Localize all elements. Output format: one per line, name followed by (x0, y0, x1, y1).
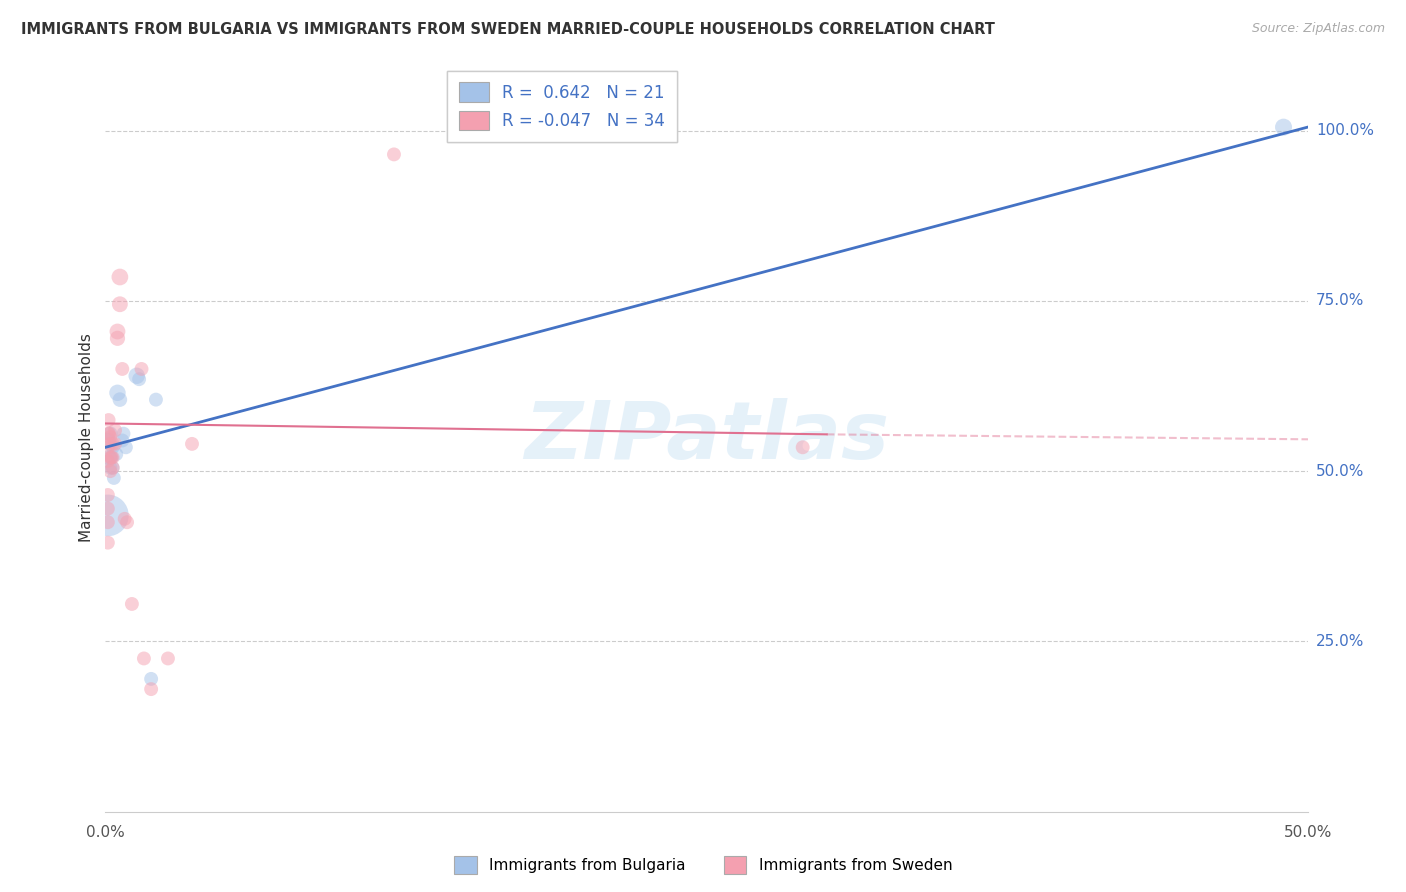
Point (97, 488, 120, 502)
Text: 25.0%: 25.0% (1316, 634, 1364, 648)
Point (121, 597, 143, 611)
Legend: Immigrants from Bulgaria, Immigrants from Sweden: Immigrants from Bulgaria, Immigrants fro… (447, 850, 959, 880)
Point (101, 460, 124, 475)
Point (101, 440, 124, 454)
Text: IMMIGRANTS FROM BULGARIA VS IMMIGRANTS FROM SWEDEN MARRIED-COUPLE HOUSEHOLDS COR: IMMIGRANTS FROM BULGARIA VS IMMIGRANTS F… (21, 22, 995, 37)
Point (97, 426, 120, 441)
Point (97, 508, 120, 523)
Point (101, 450, 124, 465)
Text: ZIPatlas: ZIPatlas (524, 398, 889, 476)
Point (97, 413, 120, 427)
Point (100, 450, 122, 465)
Point (139, 682, 162, 697)
Point (98, 450, 121, 465)
Point (131, 362, 153, 376)
Point (97, 515, 120, 529)
Point (139, 672, 162, 686)
Point (100, 450, 122, 465)
Point (98, 430, 121, 444)
Point (104, 423, 127, 437)
Point (382, 147, 405, 161)
Text: 75.0%: 75.0% (1316, 293, 1364, 309)
Point (111, 362, 134, 376)
Point (107, 325, 129, 339)
Point (107, 331, 129, 345)
Point (132, 651, 155, 665)
Legend: R =  0.642   N = 21, R = -0.047   N = 34: R = 0.642 N = 21, R = -0.047 N = 34 (447, 70, 678, 142)
Point (107, 385, 129, 400)
Point (112, 426, 135, 441)
Text: Source: ZipAtlas.com: Source: ZipAtlas.com (1251, 22, 1385, 36)
Y-axis label: Married-couple Households: Married-couple Households (79, 333, 94, 541)
Point (181, 437, 204, 451)
Point (98, 460, 121, 475)
Point (105, 447, 128, 461)
Point (98, 426, 121, 441)
Point (97, 454, 120, 468)
Point (128, 372, 150, 386)
Point (111, 434, 134, 448)
Point (792, 440, 814, 454)
Point (103, 471, 125, 485)
Point (97, 440, 120, 454)
Point (108, 392, 131, 407)
Point (101, 437, 124, 451)
Point (115, 515, 138, 529)
Point (98, 464, 121, 478)
Point (98, 426, 121, 441)
Point (156, 651, 179, 665)
Point (97, 501, 120, 516)
Point (98, 450, 121, 465)
Point (97, 535, 120, 549)
Point (98, 437, 121, 451)
Point (108, 297, 131, 311)
Point (101, 460, 124, 475)
Point (115, 440, 138, 454)
Point (125, 368, 148, 383)
Point (1272, 120, 1295, 135)
Point (104, 437, 127, 451)
Point (97, 434, 120, 448)
Point (145, 392, 167, 407)
Point (114, 512, 136, 526)
Text: 50.0%: 50.0% (1316, 464, 1364, 479)
Text: 100.0%: 100.0% (1316, 123, 1374, 138)
Point (108, 270, 131, 285)
